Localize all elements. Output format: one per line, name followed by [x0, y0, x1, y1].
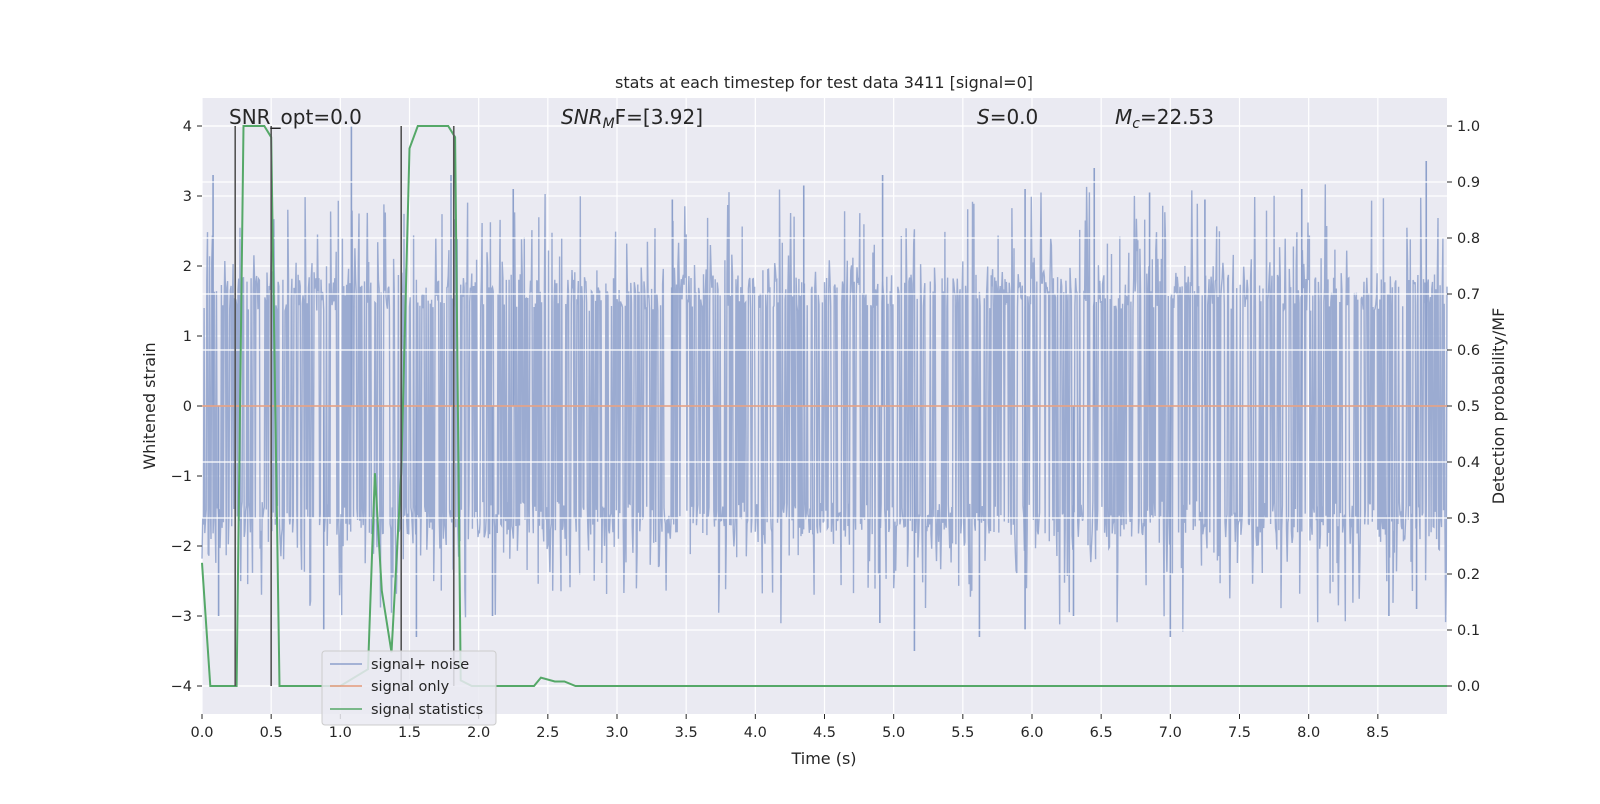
- annotation-mc-base: M: [1115, 105, 1132, 129]
- x-tick-label: 4.0: [744, 725, 767, 741]
- x-tick-label: 2.0: [467, 725, 490, 741]
- x-tick-label: 0.5: [260, 725, 283, 741]
- right-y-tick-label: 0.7: [1457, 287, 1480, 303]
- right-y-tick-label: 0.6: [1457, 343, 1480, 359]
- right-y-tick-label: 0.4: [1457, 455, 1480, 471]
- signal-noise-series: [201, 126, 1448, 651]
- x-tick-label: 2.5: [536, 725, 559, 741]
- annotation-snr-opt: SNR_opt=0.0: [229, 105, 362, 129]
- signal-statistics-series: [201, 125, 1447, 687]
- left-y-tick-label: 0: [183, 399, 192, 415]
- legend-label-signal-statistics: signal statistics: [371, 702, 483, 718]
- x-tick-label: 6.5: [1090, 725, 1113, 741]
- right-y-tick-label: 0.0: [1457, 679, 1480, 695]
- signal-statistics-line: [201, 125, 1447, 687]
- annotation-snr-mf-sub: M: [603, 116, 615, 132]
- annotation-mc: Mc=22.53: [1115, 105, 1214, 132]
- right-y-tick-label: 0.3: [1457, 511, 1480, 527]
- axis-ticks: 0.0 0.5 1.0 1.5 2.0 2.5 3.0 3.5 4.0 4.5 5.0 5.5 6.0 6…: [171, 119, 1480, 741]
- x-tick-label: 7.0: [1159, 725, 1182, 741]
- x-tick-label: 6.0: [1020, 725, 1043, 741]
- left-y-tick-label: 4: [183, 119, 192, 135]
- left-y-tick-label: 3: [183, 189, 192, 205]
- left-y-tick-label: −1: [171, 469, 192, 485]
- signal-noise-trace: [201, 184, 1448, 632]
- left-y-tick-label: −4: [171, 679, 192, 695]
- x-tick-label: 1.5: [398, 725, 421, 741]
- x-tick-label: 0.0: [190, 725, 213, 741]
- left-y-tick-label: 2: [183, 259, 192, 275]
- right-y-tick-label: 0.8: [1457, 231, 1480, 247]
- x-tick-label: 7.5: [1228, 725, 1251, 741]
- right-y-tick-label: 0.5: [1457, 399, 1480, 415]
- left-y-axis-label: Whitened strain: [140, 342, 159, 469]
- right-y-tick-label: 0.2: [1457, 567, 1480, 583]
- x-tick-label: 1.0: [329, 725, 352, 741]
- annotation-snr-mf-tail: F=[3.92]: [615, 105, 703, 129]
- annotation-s: S=0.0: [977, 105, 1038, 129]
- right-y-tick-label: 1.0: [1457, 119, 1480, 135]
- annotation-snr-mf: SNRMF=[3.92]: [561, 105, 703, 132]
- right-y-tick-label: 0.9: [1457, 175, 1480, 191]
- x-tick-label: 8.5: [1366, 725, 1389, 741]
- x-tick-label: 5.5: [951, 725, 974, 741]
- right-y-tick-label: 0.1: [1457, 623, 1480, 639]
- x-tick-label: 8.0: [1297, 725, 1320, 741]
- left-y-tick-label: −3: [171, 609, 192, 625]
- x-tick-label: 4.5: [813, 725, 836, 741]
- legend-label-signal-only: signal only: [371, 679, 450, 695]
- chart-title: stats at each timestep for test data 341…: [615, 73, 1033, 92]
- annotation-s-base: S: [977, 105, 990, 129]
- x-axis-label: Time (s): [790, 749, 856, 768]
- legend-label-signal-noise: signal+ noise: [371, 657, 469, 673]
- x-tick-label: 3.0: [605, 725, 628, 741]
- legend: signal+ noise signal only signal statist…: [321, 650, 497, 726]
- left-y-tick-label: 1: [183, 329, 192, 345]
- annotation-s-tail: =0.0: [990, 105, 1039, 129]
- detection-markers: [234, 126, 455, 686]
- legend-box: [321, 650, 497, 726]
- annotation-mc-sub: c: [1132, 116, 1140, 132]
- left-y-tick-label: −2: [171, 539, 192, 555]
- x-tick-label: 3.5: [675, 725, 698, 741]
- x-tick-label: 5.0: [882, 725, 905, 741]
- annotation-mc-tail: =22.53: [1140, 105, 1214, 129]
- right-y-axis-label: Detection probability/MF: [1489, 308, 1508, 505]
- annotation-snr-mf-base: SNR: [561, 105, 603, 129]
